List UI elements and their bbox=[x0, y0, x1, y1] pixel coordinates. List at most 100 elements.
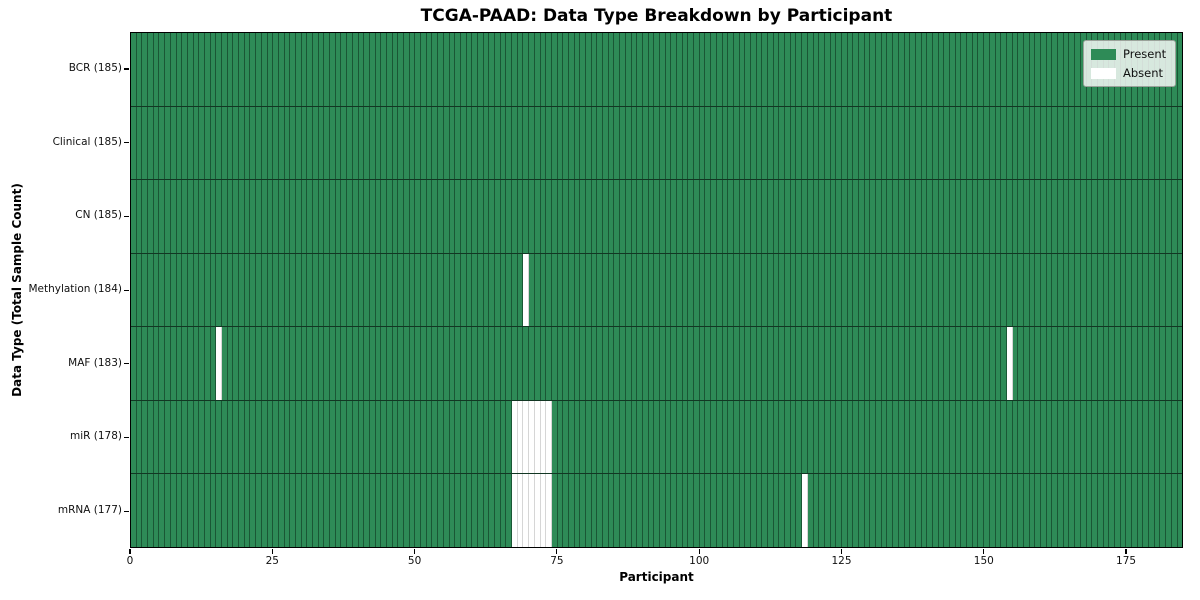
y-tick-mark bbox=[124, 215, 129, 217]
present-cell bbox=[148, 180, 154, 253]
present-cell bbox=[358, 106, 365, 180]
present-cell bbox=[682, 474, 689, 548]
present-cell bbox=[955, 33, 962, 106]
present-cell bbox=[1080, 253, 1087, 327]
present-cell bbox=[278, 474, 285, 548]
present-cell bbox=[193, 327, 200, 400]
present-cell bbox=[1080, 327, 1087, 400]
present-cell bbox=[984, 327, 990, 400]
x-tick-label-0: 0 bbox=[126, 555, 134, 567]
present-cell bbox=[768, 180, 774, 253]
present-cell bbox=[273, 106, 279, 180]
present-cell bbox=[1103, 106, 1110, 180]
present-cell bbox=[313, 33, 319, 106]
present-cell bbox=[318, 180, 325, 253]
present-cell bbox=[1126, 474, 1132, 548]
present-cell bbox=[728, 474, 734, 548]
present-cell bbox=[153, 253, 160, 327]
y-tick-mark bbox=[124, 510, 129, 512]
present-cell bbox=[972, 327, 979, 400]
present-cell bbox=[477, 474, 484, 548]
present-cell bbox=[386, 253, 393, 327]
present-cell bbox=[301, 474, 308, 548]
present-cell bbox=[1149, 180, 1155, 253]
present-cell bbox=[1046, 180, 1053, 253]
present-cell bbox=[187, 400, 194, 474]
present-cell bbox=[290, 106, 296, 180]
present-cell bbox=[1052, 474, 1059, 548]
present-cell bbox=[1058, 400, 1064, 474]
present-cell bbox=[745, 400, 751, 474]
present-cell bbox=[204, 327, 211, 400]
present-cell bbox=[1154, 180, 1161, 253]
present-cell bbox=[1029, 474, 1036, 548]
present-cell bbox=[756, 106, 763, 180]
present-cell bbox=[648, 253, 655, 327]
present-cell bbox=[722, 474, 729, 548]
present-cell bbox=[944, 327, 950, 400]
present-cell bbox=[893, 400, 899, 474]
present-cell bbox=[910, 180, 916, 253]
present-cell bbox=[603, 106, 609, 180]
present-cell bbox=[1143, 106, 1150, 180]
present-cell bbox=[455, 106, 461, 180]
present-cell bbox=[148, 327, 154, 400]
present-cell bbox=[318, 327, 325, 400]
present-cell bbox=[995, 327, 1002, 400]
present-cell bbox=[722, 253, 729, 327]
present-cell bbox=[750, 180, 757, 253]
present-cell bbox=[876, 180, 882, 253]
present-cell bbox=[170, 253, 177, 327]
present-cell bbox=[534, 327, 541, 400]
present-cell bbox=[563, 327, 569, 400]
present-cell bbox=[819, 253, 825, 327]
present-cell bbox=[347, 33, 353, 106]
present-cell bbox=[864, 474, 871, 548]
present-cell bbox=[904, 474, 911, 548]
present-cell bbox=[893, 180, 899, 253]
present-cell bbox=[995, 180, 1002, 253]
present-cell bbox=[944, 474, 950, 548]
present-cell bbox=[404, 180, 410, 253]
present-cell bbox=[682, 400, 689, 474]
present-cell bbox=[853, 327, 859, 400]
present-cell bbox=[568, 253, 575, 327]
present-cell bbox=[932, 253, 939, 327]
present-cell bbox=[295, 327, 302, 400]
present-cell bbox=[466, 180, 473, 253]
present-cell bbox=[699, 33, 706, 106]
present-cell bbox=[239, 327, 245, 400]
present-cell bbox=[876, 474, 882, 548]
x-tick-label-75: 75 bbox=[550, 555, 564, 567]
present-cell bbox=[1092, 253, 1098, 327]
present-cell bbox=[358, 327, 365, 400]
present-cell bbox=[392, 180, 399, 253]
x-tick-mark bbox=[413, 549, 416, 554]
present-cell bbox=[807, 33, 814, 106]
present-cell bbox=[1041, 33, 1047, 106]
present-cell bbox=[716, 474, 723, 548]
present-cell bbox=[1029, 253, 1036, 327]
present-cell bbox=[1080, 180, 1087, 253]
x-tick-label-175: 175 bbox=[1116, 555, 1137, 567]
present-cell bbox=[352, 474, 359, 548]
present-cell bbox=[347, 106, 353, 180]
absent-cell bbox=[517, 400, 524, 474]
heatmap-row-Clinical bbox=[131, 106, 1183, 181]
present-cell bbox=[1092, 327, 1098, 400]
present-cell bbox=[768, 33, 774, 106]
present-cell bbox=[415, 33, 422, 106]
present-cell bbox=[142, 327, 149, 400]
present-cell bbox=[1052, 400, 1059, 474]
present-cell bbox=[620, 180, 626, 253]
present-cell bbox=[722, 400, 729, 474]
present-cell bbox=[824, 253, 831, 327]
present-cell bbox=[199, 33, 205, 106]
present-cell bbox=[699, 106, 706, 180]
present-cell bbox=[421, 327, 427, 400]
present-cell bbox=[950, 180, 956, 253]
present-cell bbox=[557, 253, 564, 327]
present-cell bbox=[995, 400, 1002, 474]
present-cell bbox=[347, 400, 353, 474]
present-cell bbox=[187, 474, 194, 548]
